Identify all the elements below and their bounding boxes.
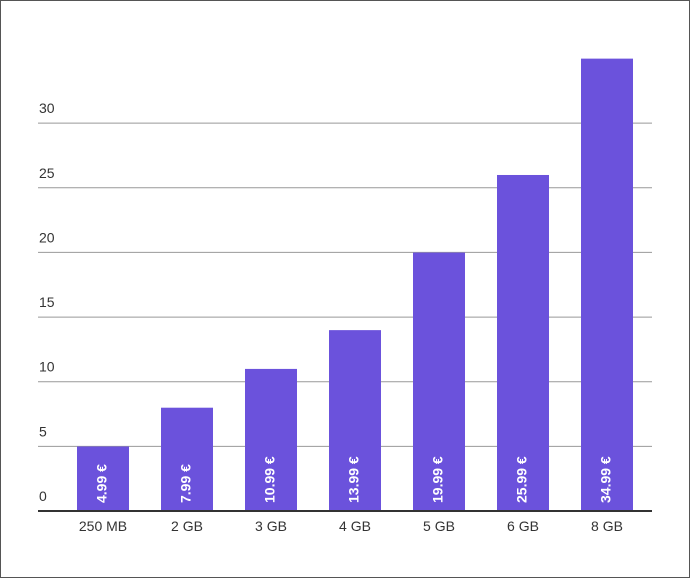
y-tick-label: 15 bbox=[39, 294, 55, 310]
bar bbox=[413, 252, 465, 511]
bar bbox=[77, 446, 129, 511]
value-label: 19.99 € bbox=[430, 456, 446, 503]
y-tick-label: 25 bbox=[39, 165, 55, 181]
bar bbox=[581, 58, 633, 512]
x-tick-label: 5 GB bbox=[423, 518, 455, 534]
value-label: 7.99 € bbox=[178, 464, 194, 503]
y-tick-label: 0 bbox=[39, 488, 47, 504]
value-label: 34.99 € bbox=[598, 456, 614, 503]
y-tick-label: 10 bbox=[39, 359, 55, 375]
value-label: 4.99 € bbox=[94, 464, 110, 503]
bar bbox=[329, 330, 381, 511]
x-tick-label: 3 GB bbox=[255, 518, 287, 534]
bar bbox=[497, 174, 549, 511]
y-tick-label: 30 bbox=[39, 100, 55, 116]
y-tick-label: 20 bbox=[39, 229, 55, 245]
value-label: 13.99 € bbox=[346, 456, 362, 503]
x-tick-label: 6 GB bbox=[507, 518, 539, 534]
y-tick-label: 5 bbox=[39, 423, 47, 439]
bar bbox=[161, 407, 213, 511]
value-label: 25.99 € bbox=[514, 456, 530, 503]
x-tick-label: 2 GB bbox=[171, 518, 203, 534]
value-label: 10.99 € bbox=[262, 456, 278, 503]
x-tick-label: 4 GB bbox=[339, 518, 371, 534]
x-tick-label: 250 MB bbox=[79, 518, 127, 534]
x-tick-label: 8 GB bbox=[591, 518, 623, 534]
bar bbox=[245, 368, 297, 511]
